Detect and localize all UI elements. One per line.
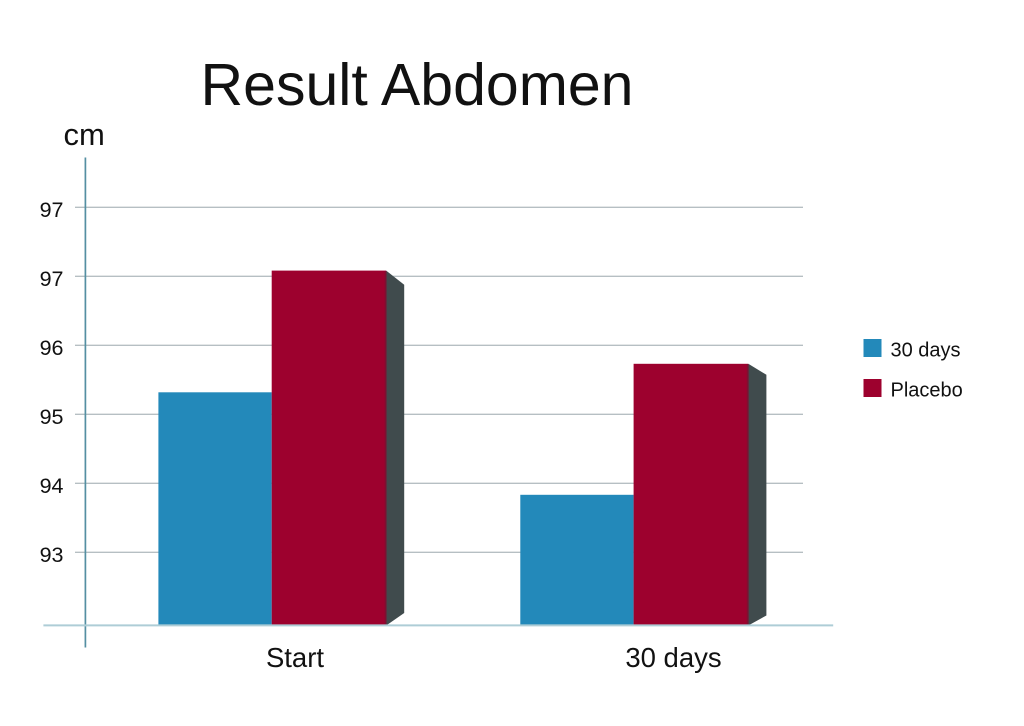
svg-text:Result Abdomen: Result Abdomen [201, 52, 634, 118]
svg-text:30 days: 30 days [891, 340, 961, 362]
svg-text:93: 93 [40, 543, 64, 567]
svg-text:30 days: 30 days [625, 642, 721, 673]
svg-text:95: 95 [40, 405, 64, 429]
svg-text:96: 96 [40, 336, 64, 360]
svg-text:Placebo: Placebo [891, 380, 963, 402]
svg-text:97: 97 [40, 198, 64, 222]
svg-text:94: 94 [40, 474, 64, 498]
svg-text:Start: Start [266, 642, 324, 673]
svg-text:cm: cm [64, 117, 105, 152]
svg-text:97: 97 [40, 267, 64, 291]
